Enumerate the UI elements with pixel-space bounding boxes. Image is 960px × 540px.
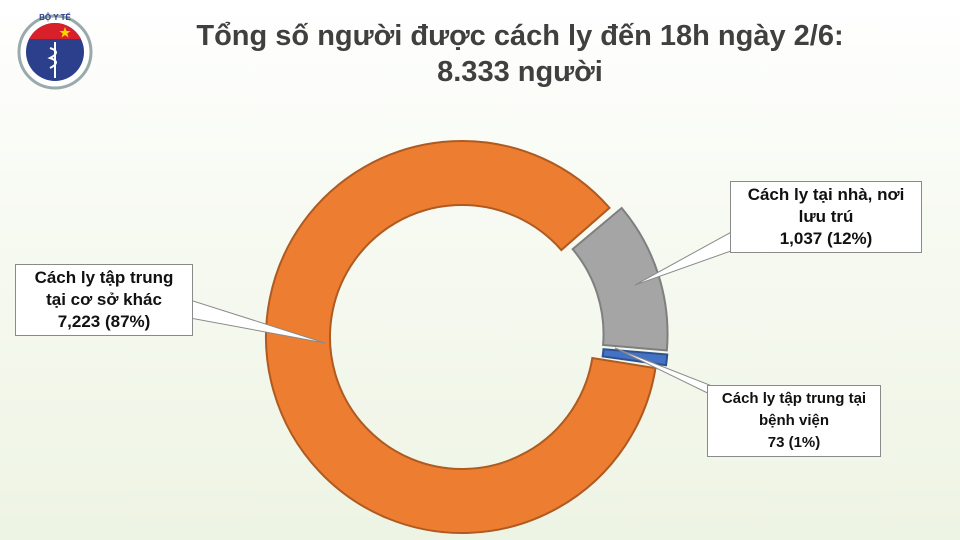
svg-text:BỘ Y TẾ: BỘ Y TẾ — [39, 12, 71, 22]
label-line: Cách ly tập trung tại — [721, 390, 867, 407]
label-line: tại cơ sở khác — [46, 290, 162, 309]
label-value: 73 (1%) — [767, 434, 821, 451]
slice-home-isolation — [571, 206, 669, 352]
slice-other-facility — [265, 140, 657, 534]
label-value: 7,223 (87%) — [57, 312, 151, 331]
callout-home-isolation: Cách ly tại nhà, nơi lưu trú 1,037 (12%) — [730, 181, 922, 253]
label-value: 1,037 (12%) — [779, 229, 873, 248]
label-line: bệnh viện — [758, 412, 829, 429]
label-line: Cách ly tại nhà, nơi — [747, 185, 905, 204]
title-line-2: 8.333 người — [437, 56, 603, 88]
callout-other-facility-isolation: Cách ly tập trung tại cơ sở khác 7,223 (… — [15, 264, 193, 336]
ministry-of-health-logo: BỘ Y TẾ — [17, 12, 93, 90]
label-line: lưu trú — [798, 207, 854, 226]
callout-hospital-isolation: Cách ly tập trung tại bệnh viện 73 (1%) — [707, 385, 881, 457]
label-line: Cách ly tập trung — [34, 268, 174, 287]
title-line-1: Tổng số người được cách ly đến 18h ngày … — [196, 20, 844, 52]
chart-title: Tổng số người được cách ly đến 18h ngày … — [130, 18, 910, 90]
